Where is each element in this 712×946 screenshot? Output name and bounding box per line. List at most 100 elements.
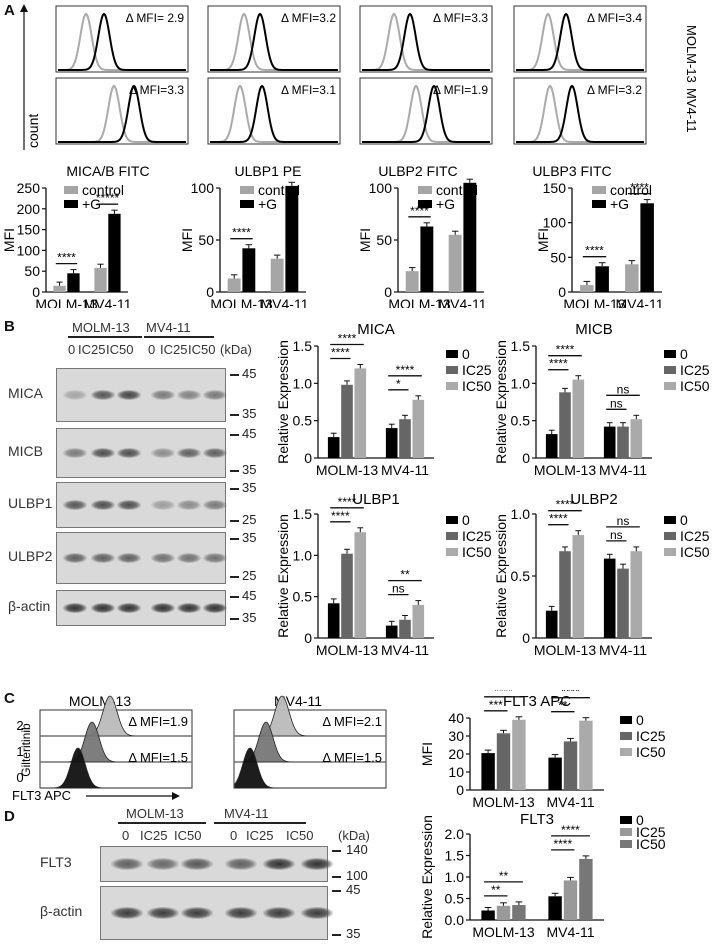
protein-band: [203, 603, 227, 613]
bar: [496, 905, 511, 920]
significance-label: ****: [556, 498, 575, 512]
protein-label: β-actin: [40, 903, 83, 919]
delta-mfi-label: Δ MFI= 2.9: [126, 11, 185, 25]
col-label-ulbp3: ULBP3 FITC: [532, 163, 611, 179]
protein-band: [117, 390, 141, 400]
bar: [67, 273, 80, 292]
legend-swatch: [240, 200, 254, 208]
significance-label: **: [499, 869, 509, 883]
bar: [463, 182, 477, 292]
bar: [630, 419, 643, 458]
bar: [548, 896, 562, 920]
y-tick-label: 30: [448, 728, 464, 744]
legend-label: IC25: [680, 362, 710, 378]
protein-band: [177, 603, 201, 613]
legend-swatch: [240, 186, 254, 194]
protein-band: [263, 907, 295, 919]
x-tick-label: MV4-11: [381, 462, 429, 478]
x-tick-label: MV4-11: [84, 296, 132, 308]
x-tick-label: MOLM-13: [472, 924, 534, 940]
y-tick-label: 0: [522, 450, 530, 466]
legend-swatch: [620, 828, 632, 836]
group-label-mv411-d: MV4-11: [224, 806, 269, 821]
group-line-molm13: [68, 336, 142, 338]
bar: [327, 603, 340, 638]
bar: [412, 399, 425, 458]
bar: [563, 741, 578, 790]
treated-histogram-curve: [516, 84, 644, 143]
y-tick-label: 0.5: [511, 568, 531, 584]
x-tick-label: MOLM-13: [534, 462, 596, 478]
protein-band: [203, 448, 227, 458]
mw-marker-tick: [230, 414, 239, 416]
panel-label-d: D: [4, 808, 15, 825]
bar: [625, 264, 639, 292]
mw-marker-label: 25: [242, 568, 257, 583]
y-axis-label: Relative Expression: [275, 514, 291, 638]
group-label-molm13-d: MOLM-13: [126, 806, 184, 821]
legend-swatch: [446, 350, 458, 358]
mw-marker-label: 100: [346, 868, 368, 883]
y-tick-label: 0.5: [293, 589, 313, 605]
y-axis-label: MFI: [357, 228, 373, 252]
y-tick-label: 40: [448, 710, 464, 726]
significance-label: ns: [617, 382, 630, 396]
significance-label: ****: [553, 837, 572, 851]
protein-band: [177, 448, 201, 458]
protein-band: [117, 603, 141, 613]
bar: [563, 880, 578, 920]
legend-swatch: [664, 366, 676, 374]
significance-label: ****: [630, 181, 649, 195]
hist-c-title-molm13: MOLM-13: [69, 693, 131, 709]
lane-0-d: 0: [122, 828, 130, 843]
bar: [270, 258, 284, 292]
histogram-peak: [41, 747, 191, 789]
group-label-molm13: MOLM-13: [72, 320, 130, 335]
protein-band: [151, 390, 175, 400]
y-tick-label: 0.0: [445, 912, 465, 928]
significance-label: ****: [561, 823, 580, 837]
col-label-ulbp1: ULBP1 PE: [235, 163, 302, 179]
significance-label: ****: [232, 226, 251, 240]
mw-marker-tick: [230, 538, 239, 540]
protein-band: [151, 500, 175, 510]
bar: [617, 426, 629, 458]
blot-strip: [56, 482, 227, 528]
histogram-box: [55, 5, 189, 73]
y-tick-label: 1.0: [293, 375, 313, 391]
protein-band: [63, 553, 87, 563]
blot-strip: [100, 846, 333, 882]
legend-swatch: [620, 748, 632, 756]
bar: [603, 426, 616, 458]
legend-swatch: [664, 516, 676, 524]
y-tick-label: 100: [369, 180, 393, 196]
legend-label: +G: [436, 196, 455, 212]
protein-band: [203, 553, 227, 563]
significance-label: ****: [396, 363, 415, 377]
legend-swatch: [620, 816, 632, 824]
col-label-mica-b: MICA/B FITC: [66, 163, 149, 179]
y-tick-label: 150: [17, 222, 41, 238]
bar: [385, 428, 398, 458]
bar: [412, 604, 425, 638]
protein-band: [203, 500, 227, 510]
bar: [617, 568, 629, 638]
significance-label: ****: [556, 343, 575, 357]
significance-label: ****: [585, 244, 604, 258]
bar: [242, 248, 256, 292]
delta-mfi-label: Δ MFI=3.3: [129, 83, 184, 97]
y-tick-label: 0: [304, 630, 312, 646]
histogram-peak: [234, 747, 385, 789]
group-label-mv411: MV4-11: [146, 320, 191, 335]
bar: [512, 905, 526, 920]
significance-label: ns: [617, 514, 630, 528]
bar: [559, 551, 571, 638]
histogram-panel-c: MOLM-13 MV4-11 Δ MFI=1.9Δ MFI=1.5Δ MFI=2…: [12, 693, 387, 803]
x-tick-label: MOLM-13: [316, 642, 378, 658]
x-tick-label: MOLM-13: [388, 296, 450, 308]
lane-0-b: 0: [148, 342, 156, 357]
legend-swatch: [664, 382, 676, 390]
legend-label: +G: [82, 196, 101, 212]
mw-marker-tick: [332, 890, 341, 892]
